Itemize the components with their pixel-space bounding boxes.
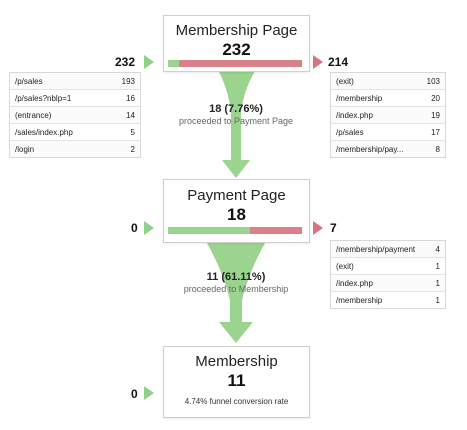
table-row[interactable]: /membership/pay... 8 [331, 141, 445, 157]
flow-count: 11 (61.11%) [206, 271, 266, 283]
flow-label-2: 11 (61.11%) proceeded to Membership [156, 271, 316, 294]
table-row[interactable]: /p/sales?nblp=1 16 [10, 90, 140, 107]
table-row[interactable]: /index.php 19 [331, 107, 445, 124]
table-row[interactable]: (exit) 103 [331, 73, 445, 90]
step-count: 11 [227, 371, 246, 390]
table-row[interactable]: /login 2 [10, 141, 140, 157]
table-row[interactable]: (exit) 1 [331, 258, 445, 275]
entries-arrow-icon [144, 221, 154, 235]
entries-total: 0 [131, 387, 138, 401]
conversion-rate: 4.74% funnel conversion rate [184, 397, 289, 406]
step-box-membership: Membership 11 4.74% funnel conversion ra… [163, 346, 310, 418]
entries-total: 232 [115, 55, 136, 69]
flow-description: proceeded to Payment Page [178, 116, 294, 126]
exits-arrow-icon [313, 55, 323, 69]
table-row[interactable]: (entrance) 14 [10, 107, 140, 124]
table-row[interactable]: /index.php 1 [331, 275, 445, 292]
table-row[interactable]: /membership/payment 4 [331, 241, 445, 258]
entries-table: /p/sales 193 /p/sales?nblp=1 16 (entrance)… [9, 72, 141, 158]
flow-count: 18 (7.76%) [209, 103, 263, 115]
step-title: Membership [195, 353, 278, 370]
entries-arrow-icon [144, 386, 154, 400]
table-row[interactable]: /membership 20 [331, 90, 445, 107]
flow-description: proceeded to Membership [183, 284, 289, 294]
entries-total: 0 [131, 221, 138, 235]
step-count: 18 [227, 205, 246, 224]
funnel-shape-1 [217, 68, 257, 178]
exits-arrow-icon [313, 221, 323, 235]
exits-table: (exit) 103 /membership 20 /index.php 19 /p/… [330, 72, 446, 158]
table-row[interactable]: /membership 1 [336, 295, 440, 305]
exits-table: /membership/payment 4 (exit) 1 /index.php 1… [330, 240, 446, 309]
exits-total: 7 [330, 221, 337, 235]
table-row[interactable]: /p/sales 193 [10, 73, 140, 90]
step-title: Membership Page [175, 22, 298, 39]
flow-label-1: 18 (7.76%) proceeded to Payment Page [156, 103, 316, 126]
proceed-bar [168, 60, 302, 67]
exits-total: 214 [328, 55, 349, 69]
table-row[interactable]: /p/sales 17 [331, 124, 445, 141]
proceed-bar [168, 227, 302, 234]
funnel-shape-2 [204, 238, 268, 343]
table-row[interactable]: /sales/index.php 5 [10, 124, 140, 141]
entries-arrow-icon [144, 55, 154, 69]
step-count: 232 [222, 40, 251, 59]
step-title: Payment Page [187, 187, 286, 204]
